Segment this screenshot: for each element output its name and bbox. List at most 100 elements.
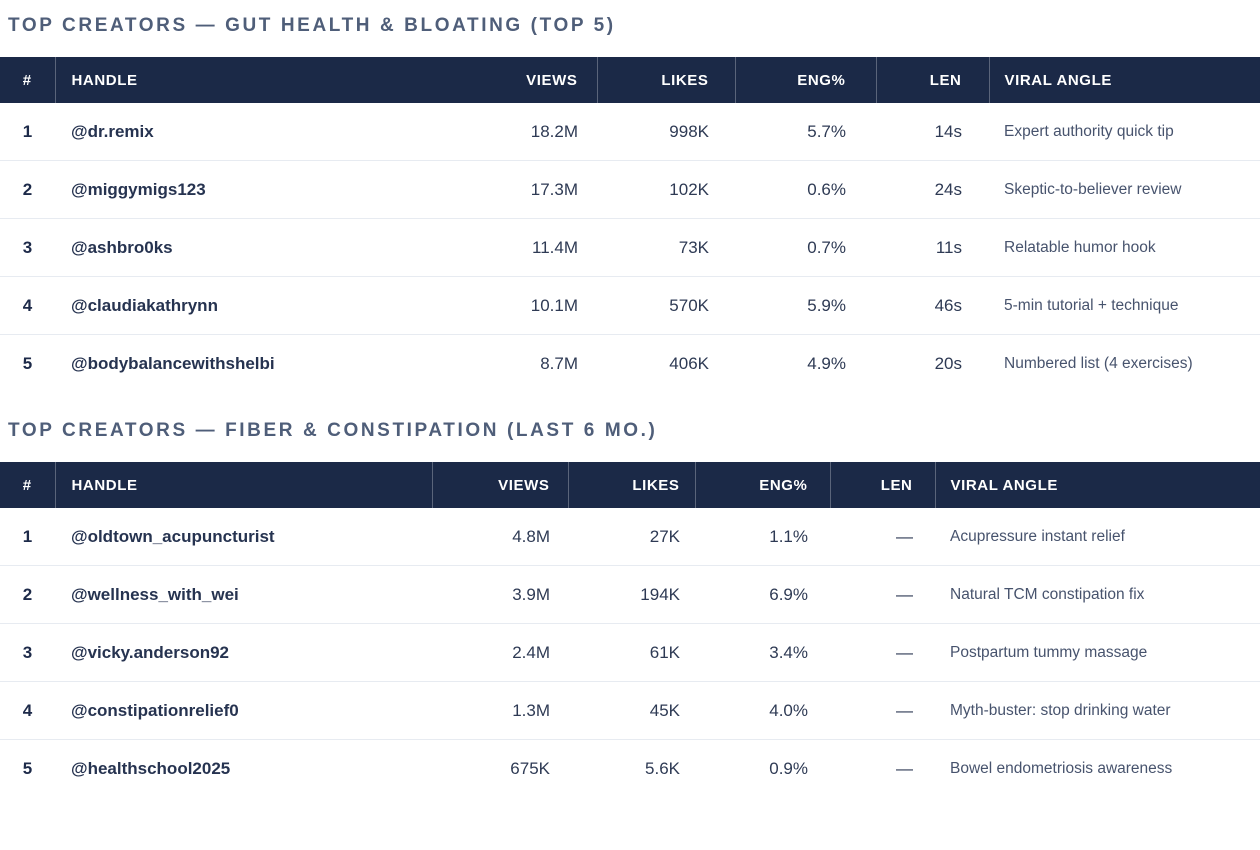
len-cell: 14s	[876, 103, 989, 161]
table-row: 3 @vicky.anderson92 2.4M 61K 3.4% — Post…	[0, 623, 1260, 682]
len-cell: —	[830, 565, 935, 624]
table-row: 2 @miggymigs123 17.3M 102K 0.6% 24s Skep…	[0, 160, 1260, 219]
handle-cell: @claudiakathrynn	[55, 276, 430, 335]
len-cell: 11s	[876, 218, 989, 277]
rank-cell: 1	[0, 508, 55, 566]
views-cell: 675K	[510, 758, 550, 778]
handle-cell: @constipationrelief0	[55, 681, 432, 740]
viral-angle-cell: Numbered list (4 exercises)	[1004, 354, 1193, 372]
eng-cell: 0.6%	[735, 160, 876, 219]
len-cell: 46s	[876, 276, 989, 335]
len-cell: 24s	[876, 160, 989, 219]
viral-angle-cell: Bowel endometriosis awareness	[950, 759, 1173, 777]
eng-cell: 0.9%	[769, 758, 808, 778]
table-row: 5 @healthschool2025 675K 5.6K 0.9% — Bow…	[0, 740, 1260, 798]
likes-cell: 998K	[597, 103, 735, 161]
len-cell: —	[830, 508, 935, 566]
header-row: # HANDLE VIEWS LIKES ENG% LEN VIRAL ANGL…	[0, 462, 1260, 508]
views-cell: 18.2M	[430, 103, 597, 161]
likes-cell: 194K	[568, 565, 695, 624]
col-header-len: LEN	[829, 462, 935, 508]
creators-table-fiber-constipation: # HANDLE VIEWS LIKES ENG% LEN VIRAL ANGL…	[0, 462, 1260, 797]
rank-cell: 3	[0, 623, 55, 682]
handle-cell: @miggymigs123	[55, 160, 430, 219]
col-header-handle: HANDLE	[54, 57, 430, 103]
col-header-likes: LIKES	[596, 57, 735, 103]
section-fiber-constipation: TOP CREATORS — FIBER & CONSTIPATION (LAS…	[0, 419, 1260, 797]
eng-cell: 4.9%	[807, 353, 846, 373]
viral-angle-cell: Acupressure instant relief	[935, 508, 1260, 566]
rank-cell: 3	[0, 218, 55, 277]
col-header-likes: LIKES	[567, 462, 695, 508]
eng-cell: 5.7%	[735, 103, 876, 161]
table-title-gut-health: TOP CREATORS — GUT HEALTH & BLOATING (TO…	[8, 15, 616, 36]
eng-cell: 5.9%	[735, 276, 876, 335]
viral-angle-cell: Postpartum tummy massage	[935, 623, 1260, 682]
views-cell: 1.3M	[432, 681, 568, 740]
likes-cell: 73K	[597, 218, 735, 277]
likes-cell: 5.6K	[645, 758, 680, 778]
col-header-len: LEN	[875, 57, 989, 103]
viral-angle-cell: Relatable humor hook	[989, 218, 1260, 277]
col-header-viral-angle: VIRAL ANGLE	[988, 57, 1260, 103]
handle-cell: @bodybalancewithshelbi	[71, 353, 275, 373]
table-row: 2 @wellness_with_wei 3.9M 194K 6.9% — Na…	[0, 565, 1260, 624]
handle-cell: @healthschool2025	[71, 758, 231, 778]
likes-cell: 27K	[568, 508, 695, 566]
eng-cell: 1.1%	[695, 508, 830, 566]
rank-cell: 1	[0, 103, 55, 161]
views-cell: 11.4M	[430, 218, 597, 277]
table-row: 5 @bodybalancewithshelbi 8.7M 406K 4.9% …	[0, 335, 1260, 393]
likes-cell: 61K	[568, 623, 695, 682]
viral-angle-cell: Myth-buster: stop drinking water	[935, 681, 1260, 740]
likes-cell: 102K	[597, 160, 735, 219]
handle-cell: @dr.remix	[55, 103, 430, 161]
col-header-eng: ENG%	[694, 462, 830, 508]
len-cell: —	[830, 623, 935, 682]
rank-cell: 2	[0, 565, 55, 624]
eng-cell: 6.9%	[695, 565, 830, 624]
likes-cell: 570K	[597, 276, 735, 335]
views-cell: 3.9M	[432, 565, 568, 624]
creators-table-gut-health: # HANDLE VIEWS LIKES ENG% LEN VIRAL ANGL…	[0, 57, 1260, 392]
likes-cell: 45K	[568, 681, 695, 740]
viral-angle-cell: Natural TCM constipation fix	[935, 565, 1260, 624]
table-row: 1 @dr.remix 18.2M 998K 5.7% 14s Expert a…	[0, 103, 1260, 161]
handle-cell: @wellness_with_wei	[55, 565, 432, 624]
rank-cell: 5	[22, 353, 33, 373]
views-cell: 2.4M	[432, 623, 568, 682]
table-row: 4 @claudiakathrynn 10.1M 570K 5.9% 46s 5…	[0, 276, 1260, 335]
viral-angle-cell: Expert authority quick tip	[989, 103, 1260, 161]
views-cell: 8.7M	[540, 353, 578, 373]
likes-cell: 406K	[669, 353, 709, 373]
views-cell: 17.3M	[430, 160, 597, 219]
handle-cell: @ashbro0ks	[55, 218, 430, 277]
eng-cell: 0.7%	[735, 218, 876, 277]
len-cell: 20s	[934, 353, 962, 373]
len-cell: —	[830, 681, 935, 740]
col-header-eng: ENG%	[734, 57, 876, 103]
header-row: # HANDLE VIEWS LIKES ENG% LEN VIRAL ANGL…	[0, 57, 1260, 103]
col-header-rank: #	[0, 462, 55, 508]
col-header-handle: HANDLE	[54, 462, 432, 508]
viral-angle-cell: Skeptic-to-believer review	[989, 160, 1260, 219]
table-row: 1 @oldtown_acupuncturist 4.8M 27K 1.1% —…	[0, 508, 1260, 566]
table-title-fiber-constipation: TOP CREATORS — FIBER & CONSTIPATION (LAS…	[8, 420, 658, 441]
rank-cell: 4	[0, 681, 55, 740]
handle-cell: @oldtown_acupuncturist	[55, 508, 432, 566]
views-cell: 4.8M	[432, 508, 568, 566]
eng-cell: 4.0%	[695, 681, 830, 740]
rank-cell: 2	[0, 160, 55, 219]
handle-cell: @vicky.anderson92	[55, 623, 432, 682]
eng-cell: 3.4%	[695, 623, 830, 682]
col-header-views: VIEWS	[430, 57, 597, 103]
section-gut-health-bloating: TOP CREATORS — GUT HEALTH & BLOATING (TO…	[0, 14, 1260, 392]
table-row: 4 @constipationrelief0 1.3M 45K 4.0% — M…	[0, 681, 1260, 740]
len-cell: —	[896, 758, 913, 778]
col-header-views: VIEWS	[431, 462, 568, 508]
rank-cell: 4	[0, 276, 55, 335]
col-header-rank: #	[0, 57, 55, 103]
viral-angle-cell: 5-min tutorial + technique	[989, 276, 1260, 335]
views-cell: 10.1M	[430, 276, 597, 335]
table-row: 3 @ashbro0ks 11.4M 73K 0.7% 11s Relatabl…	[0, 218, 1260, 277]
